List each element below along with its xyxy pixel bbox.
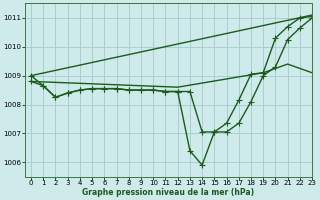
X-axis label: Graphe pression niveau de la mer (hPa): Graphe pression niveau de la mer (hPa) bbox=[83, 188, 255, 197]
